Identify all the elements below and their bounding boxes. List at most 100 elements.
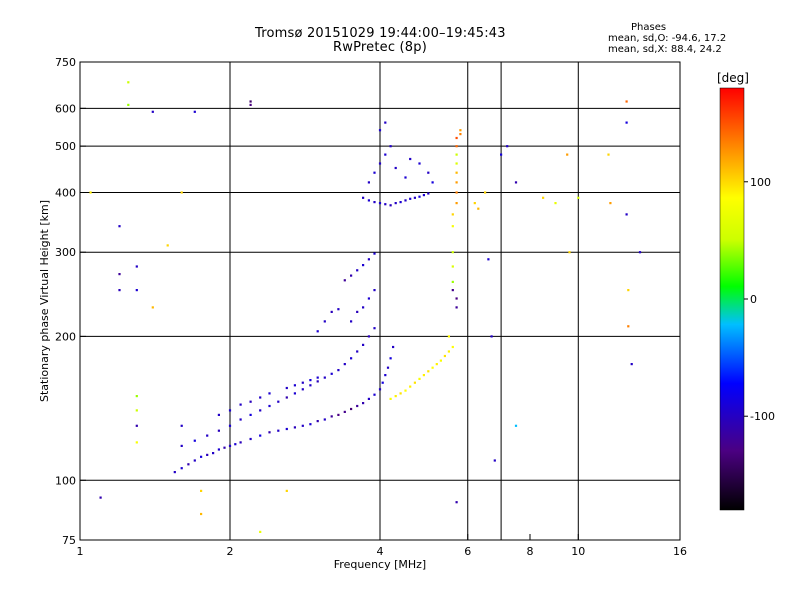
data-point (217, 413, 220, 416)
colorbar (719, 87, 745, 511)
colorbar-ticks: 100 0 -100 (744, 176, 775, 423)
x-tick-label: 4 (377, 545, 384, 558)
data-point (323, 418, 326, 421)
data-point (337, 369, 340, 372)
data-point (384, 153, 387, 156)
data-point (554, 202, 557, 205)
data-point (455, 162, 458, 165)
y-tick-label: 500 (55, 140, 76, 153)
data-point (459, 133, 462, 136)
data-point (118, 225, 121, 228)
data-point (373, 393, 376, 396)
data-point (301, 388, 304, 391)
data-point (394, 166, 397, 170)
y-tick-label: 100 (55, 474, 76, 487)
data-point (330, 415, 333, 418)
data-point (293, 392, 296, 395)
data-point (212, 452, 215, 455)
x-tick-label: 10 (571, 545, 585, 558)
data-point (418, 377, 421, 380)
data-point (249, 100, 252, 103)
data-point (455, 202, 458, 205)
data-point (277, 400, 280, 403)
data-point (568, 251, 571, 254)
data-point (193, 110, 196, 113)
data-point (309, 379, 312, 382)
colorbar-tick-label: 100 (750, 176, 771, 189)
data-point (506, 145, 509, 148)
x-axis-label: Frequency [MHz] (334, 558, 426, 571)
data-point (180, 467, 183, 470)
data-point (455, 501, 458, 504)
data-point (484, 191, 487, 194)
data-point (394, 395, 397, 398)
data-point (455, 145, 458, 148)
data-point (367, 335, 370, 338)
data-point (259, 434, 262, 437)
data-point (135, 265, 138, 268)
data-point (399, 201, 402, 204)
data-point (455, 181, 458, 184)
data-point (427, 370, 430, 373)
data-point (392, 345, 395, 349)
data-point (301, 381, 304, 384)
y-tick-label: 600 (55, 102, 76, 115)
data-point (451, 345, 454, 349)
data-point (384, 203, 387, 206)
data-point (427, 171, 430, 174)
data-point (386, 366, 390, 369)
colorbar-tick-label: -100 (750, 410, 775, 423)
data-point (493, 459, 496, 462)
data-point (285, 489, 288, 492)
data-point (404, 199, 407, 202)
data-point (350, 274, 353, 277)
data-point (127, 103, 130, 106)
data-point (362, 264, 365, 267)
data-point (356, 269, 359, 272)
data-point (293, 384, 296, 387)
data-point (350, 320, 353, 323)
data-point (404, 389, 407, 392)
data-points (89, 81, 642, 533)
data-point (427, 192, 430, 195)
colorbar-tick-label: 0 (750, 293, 757, 306)
data-point (249, 103, 252, 106)
data-point (200, 512, 203, 516)
data-point (378, 388, 382, 391)
phases-x-stats: mean, sd,X: 88.4, 24.2 (608, 44, 722, 55)
chart-subtitle: RwPretec (8p) (333, 40, 427, 55)
data-point (259, 530, 262, 533)
data-point (378, 202, 382, 205)
data-point (135, 395, 138, 398)
data-point (356, 404, 359, 408)
y-tick-label: 75 (62, 534, 76, 547)
y-tick-label: 300 (55, 246, 76, 259)
data-point (356, 310, 359, 313)
data-point (343, 363, 346, 366)
data-point (135, 441, 138, 444)
data-point (99, 496, 102, 499)
data-point (362, 196, 365, 199)
data-point (459, 129, 462, 132)
data-point (394, 202, 397, 205)
data-point (373, 289, 376, 292)
data-point (451, 251, 454, 254)
data-point (135, 289, 138, 292)
x-tick-label: 6 (464, 545, 471, 558)
data-point (268, 392, 271, 395)
data-point (343, 279, 346, 282)
data-point (367, 297, 370, 300)
data-point (180, 424, 183, 427)
x-tick-label: 16 (673, 545, 687, 558)
data-point (362, 402, 365, 405)
y-tick-label: 400 (55, 186, 76, 199)
data-point (638, 251, 642, 254)
data-point (455, 191, 458, 194)
data-point (404, 176, 407, 179)
data-point (451, 265, 454, 268)
data-point (323, 320, 326, 323)
data-point (293, 426, 296, 429)
data-point (577, 196, 580, 199)
data-point (118, 289, 121, 292)
data-point (451, 289, 454, 292)
